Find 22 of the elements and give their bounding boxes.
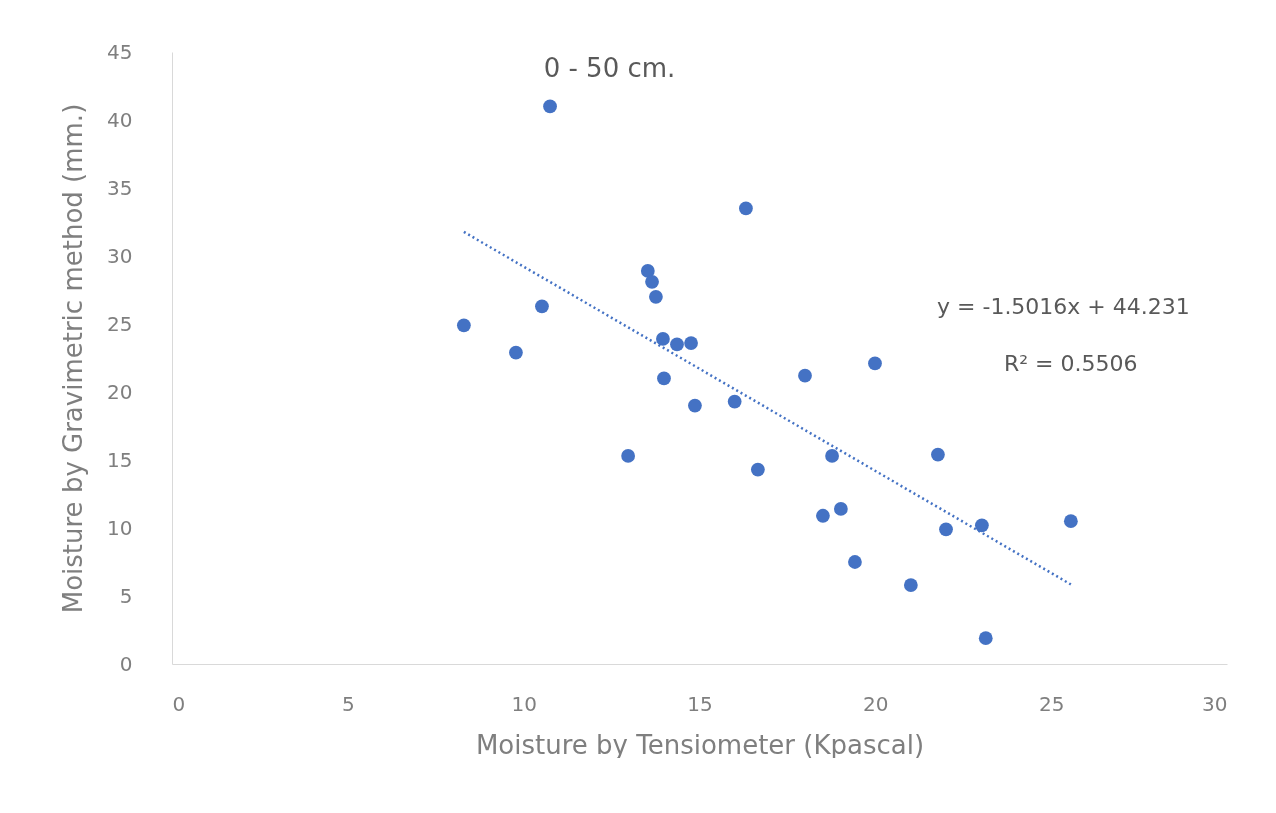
y-tick-label: 15: [107, 447, 133, 472]
x-tick-label: 30: [1202, 691, 1228, 716]
y-tick-label: 35: [107, 175, 133, 200]
y-tick-label: 30: [107, 243, 133, 268]
y-axis-title: Moisture by Gravimetric method (mm.): [58, 103, 89, 614]
y-tick-label: 25: [107, 311, 133, 336]
x-tick-label: 10: [511, 691, 537, 716]
y-tick-label: 20: [107, 379, 133, 404]
y-tick-label: 45: [107, 39, 133, 64]
y-tick-label: 0: [119, 651, 133, 676]
y-tick-label: 40: [107, 107, 133, 132]
x-tick-label: 0: [172, 691, 186, 716]
x-tick-label: 20: [863, 691, 889, 716]
y-tick-label: 5: [119, 583, 133, 608]
chart-title: 0 - 50 cm.: [543, 53, 676, 83]
annotation: R² = 0.5506: [1004, 351, 1138, 376]
x-tick-label: 15: [687, 691, 713, 716]
y-tick-label: 10: [107, 515, 133, 540]
annotation: y = -1.5016x + 44.231: [937, 294, 1190, 319]
x-axis-title: Moisture by Tensiometer (Kpascal): [475, 729, 925, 760]
x-tick-label: 5: [341, 691, 355, 716]
x-tick-label: 25: [1038, 691, 1065, 716]
